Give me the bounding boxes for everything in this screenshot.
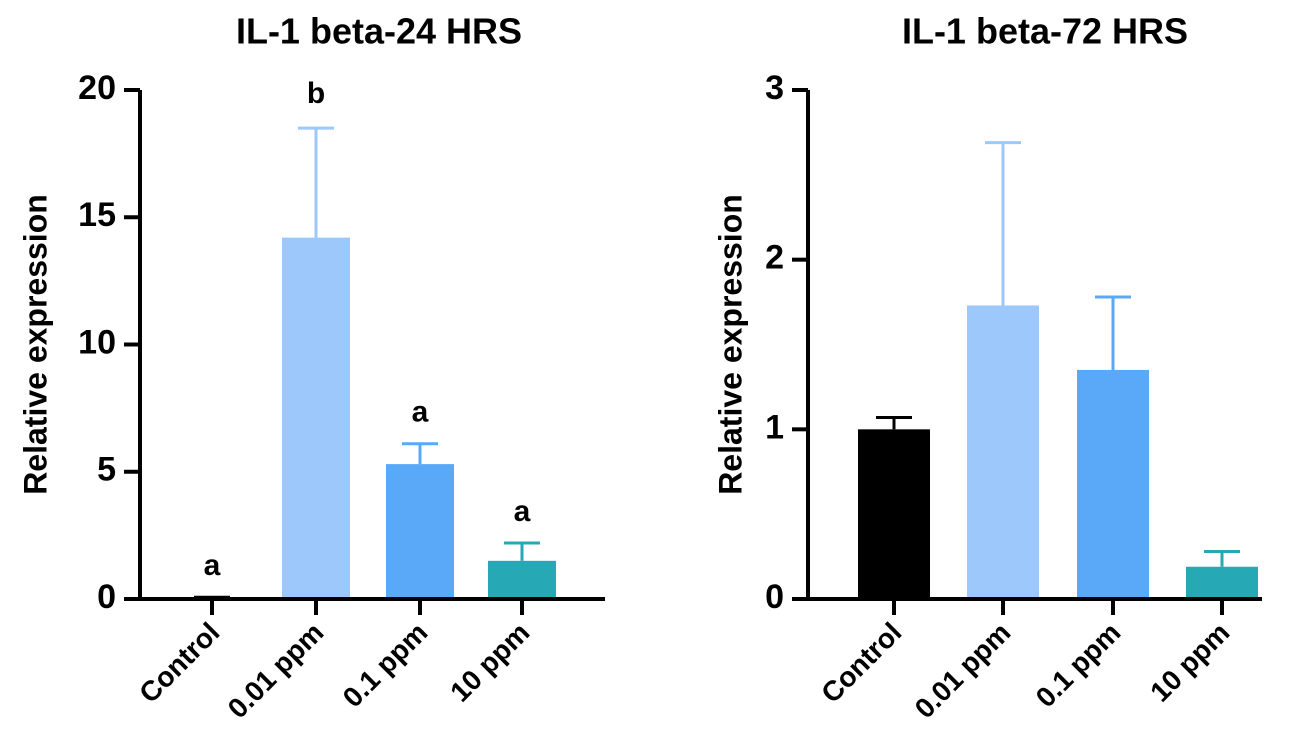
significance-label: a — [204, 549, 221, 582]
significance-label: a — [412, 396, 429, 429]
y-axis-label: Relative expression — [712, 194, 748, 495]
x-tick-label: 0.01 ppm — [909, 617, 1017, 725]
y-tick-label: 0 — [765, 578, 784, 616]
x-tick-label: 10 ppm — [1144, 617, 1235, 708]
bar — [386, 464, 454, 599]
y-tick-label: 2 — [765, 239, 784, 277]
y-tick-label: 10 — [78, 323, 116, 361]
y-tick-label: 5 — [97, 451, 116, 489]
y-tick-label: 0 — [97, 578, 116, 616]
bar — [1077, 369, 1149, 599]
x-tick-label: Control — [815, 617, 907, 709]
x-tick-label: 0.01 ppm — [222, 617, 330, 725]
y-axis-label: Relative expression — [17, 194, 53, 495]
x-tick-label: Control — [133, 617, 225, 709]
bar — [1186, 566, 1258, 599]
bar — [488, 560, 556, 599]
bar — [967, 305, 1039, 599]
chart-il1-24hrs: IL-1 beta-24 HRS Relative expression a b a a 0… — [17, 11, 605, 725]
x-tick-label: 0.1 ppm — [1030, 617, 1127, 714]
bar — [282, 237, 350, 600]
chart-il1-72hrs: IL-1 beta-72 HRS Relative expression 0 1 2 3 C… — [712, 11, 1262, 725]
significance-label: a — [514, 495, 531, 528]
significance-label: b — [307, 77, 325, 110]
y-tick-label: 15 — [78, 196, 116, 234]
bar — [858, 429, 930, 599]
y-tick-label: 1 — [765, 408, 784, 446]
x-tick-label: 10 ppm — [444, 617, 535, 708]
y-tick-label: 20 — [78, 69, 116, 107]
x-tick-label: 0.1 ppm — [337, 617, 434, 714]
chart-title: IL-1 beta-24 HRS — [236, 11, 522, 52]
chart-title: IL-1 beta-72 HRS — [902, 11, 1188, 52]
y-tick-label: 3 — [765, 69, 784, 107]
